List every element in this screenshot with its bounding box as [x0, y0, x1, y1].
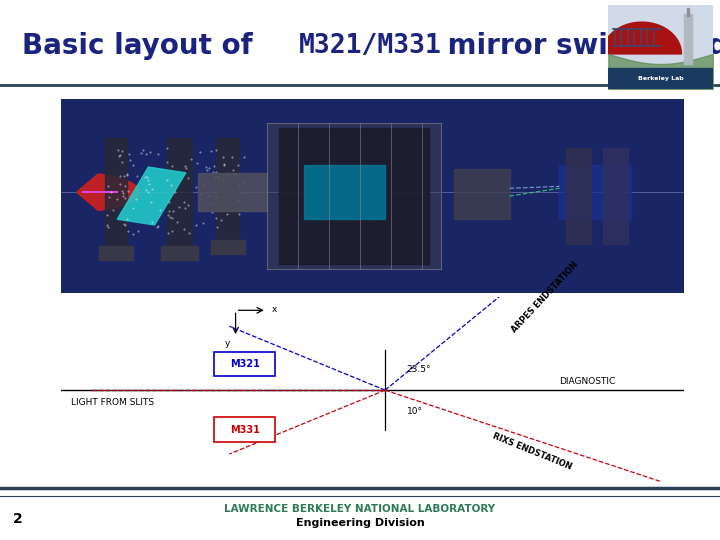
- Wedge shape: [77, 174, 139, 210]
- Bar: [454, 169, 510, 219]
- Bar: [559, 165, 631, 219]
- Text: x: x: [271, 305, 277, 314]
- Bar: [99, 246, 132, 260]
- Text: M331: M331: [230, 424, 260, 435]
- Text: mirror switchyard: mirror switchyard: [438, 32, 720, 60]
- Text: Basic layout of: Basic layout of: [22, 32, 262, 60]
- Bar: [167, 138, 192, 250]
- Bar: [279, 129, 428, 264]
- Text: Engineering Division: Engineering Division: [296, 518, 424, 528]
- FancyBboxPatch shape: [215, 352, 276, 376]
- Text: M321: M321: [230, 359, 260, 369]
- Text: 10°: 10°: [407, 407, 423, 416]
- Bar: [566, 147, 590, 244]
- Text: ARPES ENDSTATION: ARPES ENDSTATION: [510, 260, 580, 334]
- Bar: [105, 138, 127, 250]
- Bar: [304, 165, 385, 219]
- Bar: [161, 246, 198, 260]
- Text: y: y: [225, 339, 230, 348]
- Bar: [198, 173, 266, 212]
- Bar: [217, 138, 239, 244]
- Text: DIAGNOSTIC: DIAGNOSTIC: [559, 377, 616, 387]
- Text: LIGHT FROM SLITS: LIGHT FROM SLITS: [71, 398, 153, 407]
- Bar: [266, 123, 441, 269]
- Text: RIXS ENDSTATION: RIXS ENDSTATION: [491, 431, 572, 471]
- Text: 2: 2: [13, 512, 23, 526]
- FancyBboxPatch shape: [215, 417, 276, 442]
- Text: M321/M331: M321/M331: [299, 33, 441, 59]
- Polygon shape: [117, 167, 186, 225]
- Bar: [687, 8, 689, 16]
- Polygon shape: [602, 22, 681, 54]
- Bar: [211, 240, 245, 254]
- Bar: [683, 14, 692, 64]
- Text: LAWRENCE BERKELEY NATIONAL LABORATORY: LAWRENCE BERKELEY NATIONAL LABORATORY: [225, 504, 495, 514]
- Text: 23.5°: 23.5°: [407, 364, 431, 374]
- Bar: [603, 147, 628, 244]
- Bar: [608, 68, 713, 89]
- Text: Berkeley Lab: Berkeley Lab: [638, 76, 683, 81]
